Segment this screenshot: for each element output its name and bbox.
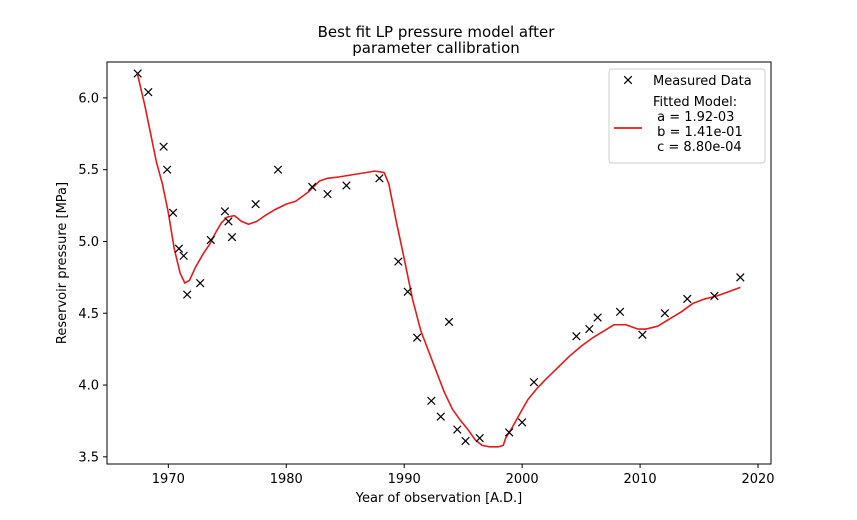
data-point-measured (529, 377, 539, 387)
data-point-measured (394, 257, 403, 266)
data-point-measured (159, 142, 168, 151)
data-point-measured (444, 317, 454, 327)
x-tick-label: 1970 (152, 472, 185, 487)
data-point-measured (710, 291, 719, 301)
data-point-measured (220, 207, 230, 216)
legend-label-measured: Measured Data (653, 74, 752, 89)
data-point-measured (133, 69, 142, 78)
x-tick-label: 2020 (741, 472, 774, 487)
data-point-measured (572, 331, 581, 341)
y-tick-label: 6.0 (78, 91, 99, 106)
series-line-fitted-model (136, 74, 741, 448)
x-axis-label: Year of observation [A.D.] (355, 491, 522, 506)
legend-marker-measured (623, 75, 633, 85)
y-tick-label: 5.0 (78, 235, 99, 250)
data-point-measured (227, 232, 237, 242)
data-point-measured (504, 428, 514, 437)
data-point-measured (307, 182, 317, 192)
legend-label-model: Fitted Model: a = 1.92-03 b = 1.41e-01 c… (653, 95, 743, 155)
y-tick-label: 3.5 (78, 450, 99, 465)
legend-x-marker (623, 75, 633, 85)
data-point-measured (475, 433, 484, 443)
data-point-measured (427, 396, 436, 406)
data-point-measured (461, 436, 470, 446)
data-point-measured (174, 244, 184, 253)
data-point-measured (660, 309, 670, 318)
legend: Measured Data Fitted Model: a = 1.92-03 … (608, 68, 766, 164)
data-point-measured (517, 418, 527, 427)
data-point-measured (251, 199, 260, 209)
y-axis-label: Reservoir pressure [MPa] (55, 182, 70, 344)
data-point-measured (403, 287, 412, 296)
chart-title-line-1: Best fit LP pressure model after (318, 23, 556, 41)
legend-model-line: Fitted Model: (653, 95, 737, 110)
x-tick-label: 2000 (506, 472, 539, 487)
data-point-measured (224, 217, 233, 226)
data-point-measured (683, 294, 692, 304)
data-point-measured (342, 181, 351, 190)
legend-model-line: b = 1.41e-01 (653, 125, 743, 140)
x-tick-label: 1980 (270, 472, 303, 487)
y-tick-label: 5.5 (78, 163, 99, 178)
plot-frame (106, 61, 772, 465)
x-tick-label: 1990 (388, 472, 421, 487)
data-point-measured (162, 165, 172, 174)
data-point-measured (182, 290, 192, 299)
data-point-measured (436, 412, 445, 421)
data-point-measured (179, 251, 188, 261)
legend-frame (608, 68, 766, 164)
data-point-measured (323, 189, 332, 199)
legend-model-line: c = 8.80e-04 (653, 140, 742, 155)
data-point-measured (453, 425, 462, 434)
data-point-measured (593, 313, 602, 322)
data-point-measured (736, 273, 745, 282)
data-point-measured (273, 165, 283, 174)
data-point-measured (375, 174, 384, 183)
data-point-measured (615, 307, 625, 317)
y-tick-label: 4.5 (78, 307, 99, 322)
data-point-measured (638, 330, 647, 340)
x-tick-label: 2010 (624, 472, 657, 487)
chart-title-line-2: parameter callibration (352, 39, 520, 57)
data-point-measured (585, 324, 594, 334)
axis-ticks: 1970 1980 1990 2000 2010 2020 3.5 4.0 4.5 5.0 5.5 6… (78, 91, 774, 487)
data-point-measured (195, 278, 205, 288)
data-point-measured (412, 333, 422, 342)
data-point-measured (168, 208, 178, 217)
data-point-measured (144, 87, 153, 97)
legend-model-line: a = 1.92-03 (653, 110, 734, 125)
series-layer (133, 69, 745, 448)
data-point-measured (206, 235, 216, 245)
y-tick-label: 4.0 (78, 379, 99, 394)
